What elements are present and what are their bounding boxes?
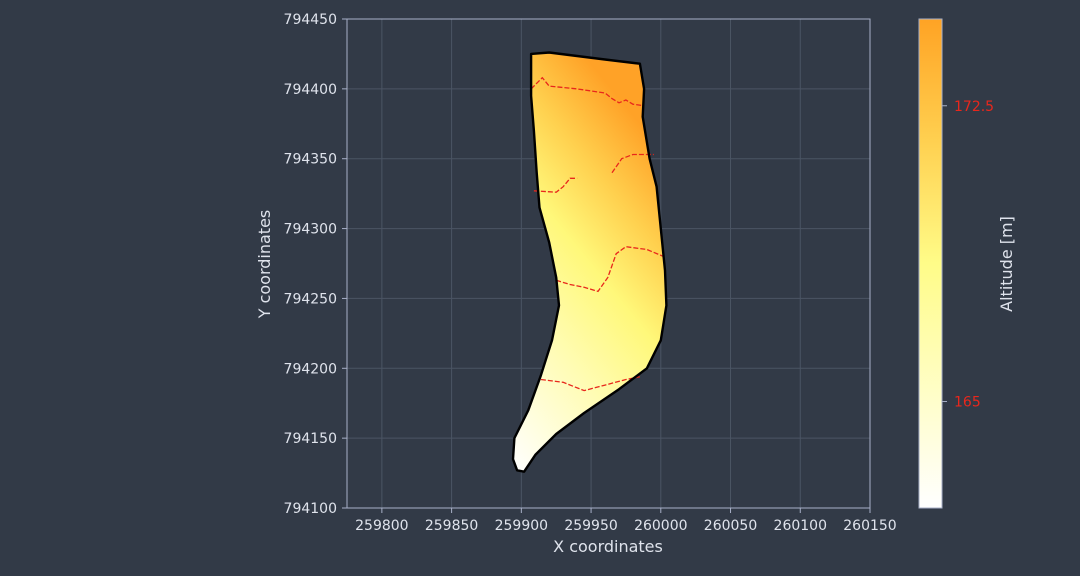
y-tick-label-6: 794400 bbox=[284, 82, 337, 98]
x-tick-label-0: 259800 bbox=[355, 518, 408, 534]
contour-line-3 bbox=[556, 246, 664, 293]
y-tick-label-5: 794350 bbox=[284, 152, 337, 168]
x-tick-label-5: 260050 bbox=[704, 518, 757, 534]
x-tick-label-6: 260100 bbox=[774, 518, 827, 534]
y-tick-label-0: 794100 bbox=[284, 501, 337, 517]
x-tick-label-3: 259950 bbox=[564, 518, 617, 534]
contour-lines bbox=[530, 76, 664, 392]
y-axis-ticks: 794100 794150 794200 794250 794300 794350 7944… bbox=[284, 12, 347, 517]
x-axis-label: X coordinates bbox=[553, 537, 663, 556]
y-tick-label-3: 794250 bbox=[284, 291, 337, 307]
y-tick-label-4: 794300 bbox=[284, 222, 337, 238]
contour-line-4 bbox=[540, 376, 641, 392]
colorbar-tick-label-1: 172.5 bbox=[954, 99, 994, 115]
x-axis-ticks: 259800 259850 259900 259950 260000 260050 2601… bbox=[355, 508, 897, 534]
x-tick-label-4: 260000 bbox=[634, 518, 687, 534]
y-tick-label-1: 794150 bbox=[284, 431, 337, 447]
colorbar-ticks: 165 172.5 bbox=[942, 99, 994, 411]
colorbar bbox=[918, 18, 943, 509]
plot-frame bbox=[346, 18, 871, 509]
y-axis-label: Y coordinates bbox=[255, 210, 274, 320]
contour-line-0 bbox=[530, 76, 643, 107]
colorbar-label: Altitude [m] bbox=[997, 216, 1016, 312]
contour-line-2 bbox=[533, 177, 578, 193]
contour-line-1 bbox=[611, 153, 654, 174]
x-tick-label-1: 259850 bbox=[425, 518, 478, 534]
altitude-field bbox=[513, 52, 667, 472]
y-tick-label-7: 794450 bbox=[284, 12, 337, 28]
x-tick-label-7: 260150 bbox=[843, 518, 896, 534]
colorbar-tick-label-0: 165 bbox=[954, 395, 981, 411]
field-boundary bbox=[511, 51, 668, 473]
y-tick-label-2: 794200 bbox=[284, 361, 337, 377]
x-tick-label-2: 259900 bbox=[495, 518, 548, 534]
